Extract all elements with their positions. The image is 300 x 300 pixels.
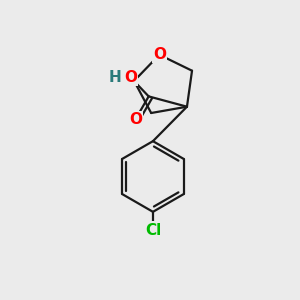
Text: Cl: Cl	[145, 223, 161, 238]
Text: O: O	[153, 47, 166, 62]
Text: H: H	[109, 70, 122, 85]
Text: O: O	[129, 112, 142, 127]
Text: O: O	[124, 70, 137, 85]
